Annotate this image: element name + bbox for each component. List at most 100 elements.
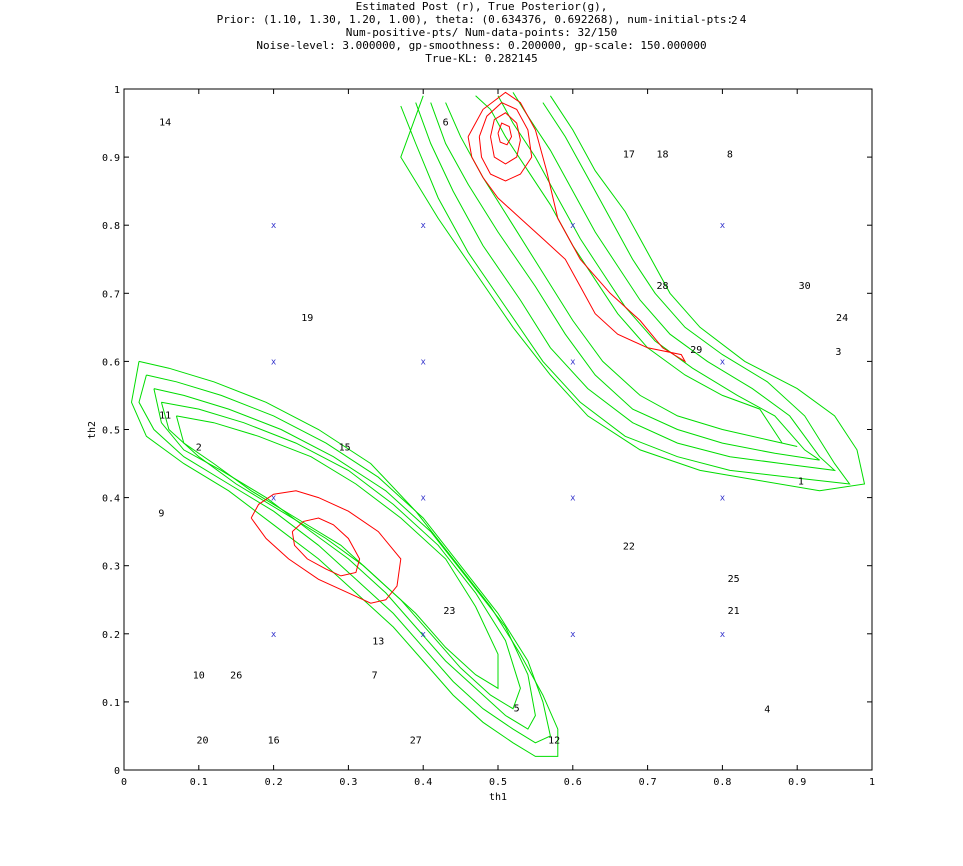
point-label: 14 xyxy=(159,118,171,129)
title-line: Prior: (1.10, 1.30, 1.20, 1.00), theta: … xyxy=(216,13,747,26)
y-tick-label: 0.4 xyxy=(102,494,120,505)
grid-point-marker: x xyxy=(271,357,277,367)
x-tick-label: 0.5 xyxy=(489,777,507,788)
x-tick-label: 0.8 xyxy=(713,777,731,788)
y-tick-label: 0 xyxy=(114,766,120,777)
point-label: 19 xyxy=(301,313,313,324)
point-label: 29 xyxy=(690,345,702,356)
grid-point-marker: x xyxy=(570,357,576,367)
point-label: 15 xyxy=(339,443,351,454)
estimated-posterior-contour xyxy=(250,490,402,604)
true-posterior-contour xyxy=(153,388,536,730)
point-label: 20 xyxy=(197,735,209,746)
true-posterior-contours xyxy=(130,92,866,757)
estimated-posterior-contour xyxy=(478,102,533,182)
point-label: 3 xyxy=(835,347,841,358)
true-posterior-contour xyxy=(160,401,521,710)
title-line: True-KL: 0.282145 xyxy=(425,52,538,65)
y-tick-label: 0.5 xyxy=(102,426,120,437)
estimated-posterior-contour xyxy=(467,91,687,363)
grid-point-marker: x xyxy=(720,357,726,367)
point-label: 21 xyxy=(728,606,740,617)
grid-point-marker: x xyxy=(570,630,576,640)
point-label: 10 xyxy=(193,671,205,682)
grid-point-marker: x xyxy=(271,630,277,640)
estimated-posterior-contour xyxy=(291,517,361,577)
grid-point-marker: x xyxy=(720,221,726,231)
x-tick-label: 0.9 xyxy=(788,777,806,788)
corner-mark: 2 xyxy=(731,14,738,27)
x-tick-label: 0.2 xyxy=(265,777,283,788)
point-label: 26 xyxy=(230,671,242,682)
point-label: 17 xyxy=(623,150,635,161)
true-posterior-contour xyxy=(400,102,851,485)
point-label: 2 xyxy=(196,443,202,454)
point-label: 28 xyxy=(657,281,669,292)
estimated-posterior-contour xyxy=(490,112,521,165)
true-posterior-contour xyxy=(445,95,798,447)
y-tick-label: 1 xyxy=(114,85,120,96)
y-axis-label: th2 xyxy=(87,421,98,439)
grid-point-marker: x xyxy=(720,494,726,504)
grid-point-marker: x xyxy=(420,221,426,231)
grid-point-marker: x xyxy=(420,630,426,640)
true-posterior-contour xyxy=(400,95,866,492)
x-tick-label: 0.4 xyxy=(414,777,432,788)
grid-point-marker: x xyxy=(570,221,576,231)
grid-point-marker: x xyxy=(420,357,426,367)
point-label: 13 xyxy=(372,637,384,648)
point-label: 25 xyxy=(728,574,740,585)
point-label: 11 xyxy=(159,411,171,422)
true-posterior-contour xyxy=(415,92,837,472)
point-label: 18 xyxy=(657,150,669,161)
point-label: 1 xyxy=(798,477,804,488)
title-line: Noise-level: 3.000000, gp-smoothness: 0.… xyxy=(256,39,707,52)
y-tick-label: 0.3 xyxy=(102,562,120,573)
x-tick-label: 0.1 xyxy=(190,777,208,788)
point-label: 7 xyxy=(372,671,378,682)
grid-point-marker: x xyxy=(271,494,277,504)
true-posterior-contour xyxy=(430,95,820,461)
point-label: 4 xyxy=(764,705,770,716)
grid-point-marker: x xyxy=(271,221,277,231)
x-axis-label: th1 xyxy=(489,792,507,803)
point-label: 30 xyxy=(799,281,811,292)
x-tick-label: 0 xyxy=(121,777,127,788)
y-tick-label: 0.7 xyxy=(102,289,120,300)
y-tick-label: 0.1 xyxy=(102,698,120,709)
point-label: 9 xyxy=(158,509,164,520)
point-label: 24 xyxy=(836,313,848,324)
point-label: 6 xyxy=(443,118,449,129)
x-tick-label: 1 xyxy=(869,777,875,788)
true-posterior-contour xyxy=(175,415,499,690)
point-label: 8 xyxy=(727,150,733,161)
title-line: Estimated Post (r), True Posterior(g), xyxy=(355,0,608,13)
grid-point-marker: x xyxy=(570,494,576,504)
point-label: 27 xyxy=(410,735,422,746)
y-tick-label: 0.9 xyxy=(102,153,120,164)
point-label: 12 xyxy=(548,735,560,746)
grid-point-marker: x xyxy=(720,630,726,640)
y-tick-label: 0.8 xyxy=(102,221,120,232)
true-posterior-contour xyxy=(138,374,551,744)
y-tick-label: 0.6 xyxy=(102,357,120,368)
true-posterior-contour xyxy=(130,360,559,757)
point-label: 23 xyxy=(443,606,455,617)
y-axis-ticks: 0 0.1 0.2 0.3 0.4 0.5 0.6 0.7 0.8 0.9 1 xyxy=(102,85,872,777)
x-axis-ticks: 0 0.1 0.2 0.3 0.4 0.5 0.6 0.7 0.8 0.9 1 xyxy=(121,89,875,788)
title-line: Num-positive-pts/ Num-data-points: 32/15… xyxy=(345,26,618,39)
chart-title-block: Estimated Post (r), True Posterior(g), P… xyxy=(0,0,963,65)
grid-point-markers: x x x x x x x x x x x x x x x x xyxy=(271,221,726,640)
grid-point-marker: x xyxy=(420,494,426,504)
x-tick-label: 0.3 xyxy=(339,777,357,788)
x-tick-label: 0.7 xyxy=(639,777,657,788)
point-label: 16 xyxy=(268,735,280,746)
y-tick-label: 0.2 xyxy=(102,630,120,641)
point-label: 5 xyxy=(514,703,520,714)
estimated-posterior-contours xyxy=(250,91,687,604)
x-tick-label: 0.6 xyxy=(564,777,582,788)
estimated-posterior-contour xyxy=(497,122,513,146)
point-label: 22 xyxy=(623,541,635,552)
